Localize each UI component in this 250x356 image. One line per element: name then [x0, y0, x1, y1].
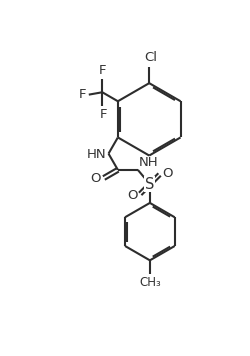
Text: NH: NH — [138, 156, 158, 169]
Text: O: O — [162, 167, 172, 180]
Text: F: F — [98, 63, 106, 77]
Text: O: O — [90, 172, 101, 185]
Text: O: O — [127, 189, 137, 201]
Text: S: S — [144, 177, 154, 192]
Text: HN: HN — [86, 148, 106, 161]
Text: CH₃: CH₃ — [138, 276, 160, 289]
Text: Cl: Cl — [144, 51, 156, 64]
Text: F: F — [78, 88, 86, 101]
Text: F: F — [100, 108, 107, 121]
